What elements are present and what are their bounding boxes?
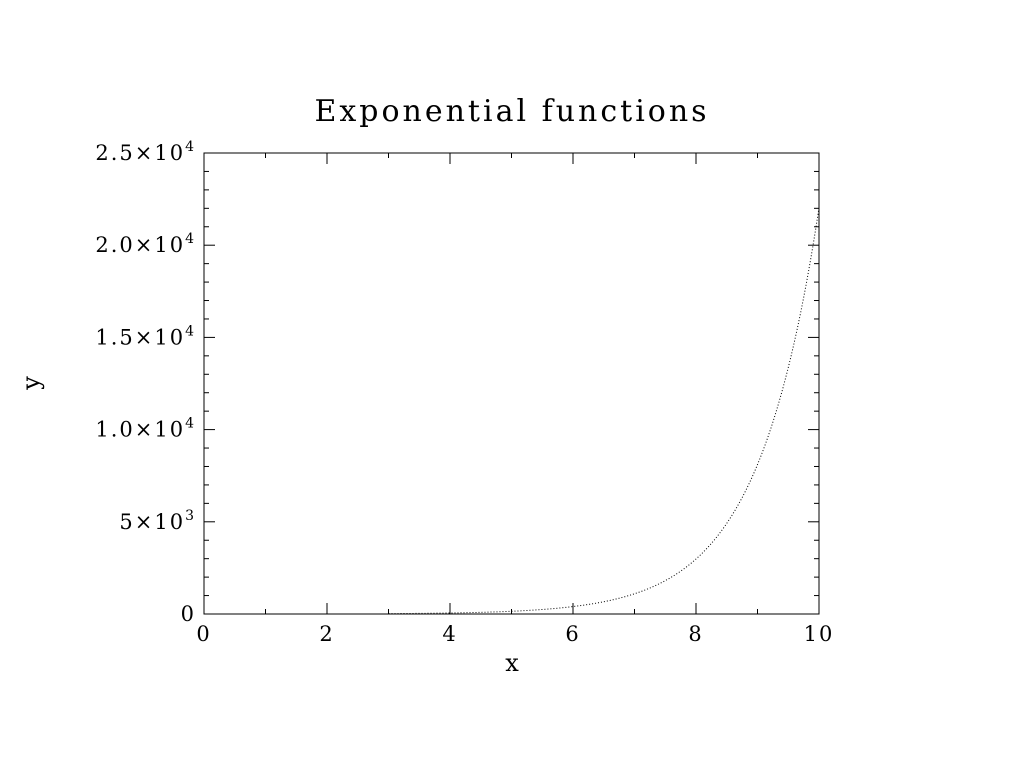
y-tick-label: 5×103 — [119, 508, 196, 534]
series-point — [573, 606, 574, 607]
series-point — [419, 613, 420, 614]
chart-title: Exponential functions — [314, 94, 709, 129]
minor-ticks — [204, 153, 819, 614]
y-tick-label: 0 — [181, 602, 196, 626]
x-tick-labels: 0 2 4 6 8 10 — [196, 622, 835, 646]
series-point — [696, 559, 697, 560]
x-tick-label: 2 — [319, 622, 334, 646]
series-point — [665, 580, 666, 581]
y-tick-label: 2.5×104 — [95, 139, 196, 165]
series-point — [819, 207, 820, 208]
x-tick-label: 6 — [565, 622, 580, 646]
series-point — [388, 613, 389, 614]
series-group — [388, 207, 820, 615]
y-axis-label: y — [17, 376, 45, 391]
x-tick-label: 0 — [196, 622, 211, 646]
series-line — [388, 207, 820, 615]
x-tick-label: 10 — [804, 622, 835, 646]
series-point — [634, 593, 635, 594]
series-point — [788, 367, 789, 368]
y-tick-label: 2.0×104 — [95, 231, 196, 257]
series-point — [726, 523, 727, 524]
x-tick-label: 4 — [442, 622, 457, 646]
series-point — [757, 464, 758, 465]
x-axis-label: x — [505, 649, 519, 677]
series-point — [603, 601, 604, 602]
series-point — [480, 612, 481, 613]
y-tick-label: 1.5×104 — [95, 323, 196, 349]
x-tick-label: 8 — [688, 622, 703, 646]
y-tick-labels: 0 5×103 1.0×104 1.5×104 2.0×104 2.5×104 — [95, 139, 196, 626]
series-point — [542, 609, 543, 610]
y-tick-label: 1.0×104 — [95, 416, 196, 442]
series-point — [450, 612, 451, 613]
major-ticks — [203, 152, 820, 615]
plot-frame — [203, 152, 820, 615]
series-point — [511, 611, 512, 612]
